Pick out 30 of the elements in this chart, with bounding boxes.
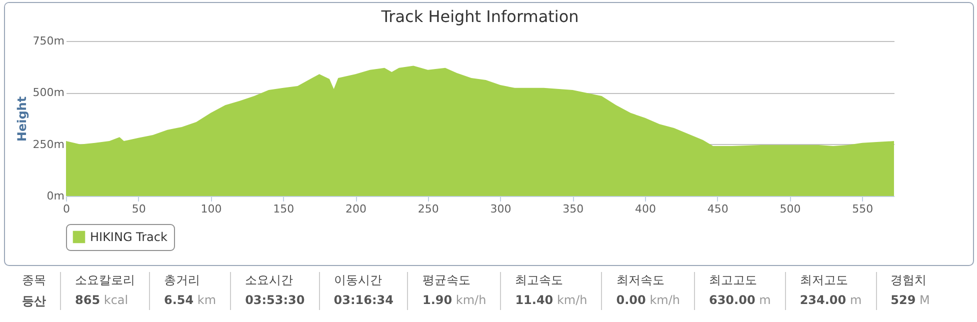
x-tick-label: 550 xyxy=(852,202,874,216)
x-tick-label: 150 xyxy=(273,202,294,216)
text: 최고고도 630.00 m xyxy=(708,272,771,307)
text: 소요시간 03:53:30 xyxy=(245,272,305,307)
text: 최저속도 0.00 km/h xyxy=(616,272,680,307)
x-tick-label: 200 xyxy=(346,202,367,216)
y-tick-label: 0m xyxy=(46,190,64,202)
text: 종목 등산 xyxy=(22,272,46,310)
x-tick-label: 250 xyxy=(418,202,439,216)
x-tick-label: 400 xyxy=(635,202,656,216)
text: 소요칼로리 865 kcal xyxy=(75,272,135,307)
text: 평균속도 1.90 km/h xyxy=(422,272,486,307)
x-tick-label: 50 xyxy=(132,202,146,216)
y-axis-title: Height xyxy=(14,96,29,142)
x-tick-label: 100 xyxy=(200,202,222,216)
legend-label: HIKING Track xyxy=(90,230,168,244)
y-tick-label: 500m xyxy=(32,86,64,100)
y-tick-label: 750m xyxy=(32,34,64,48)
chart-title: Track Height Information xyxy=(380,7,579,26)
text: 경험치 529 M xyxy=(890,272,930,307)
x-tick-label: 500 xyxy=(780,202,801,216)
text: 이동시간 03:16:34 xyxy=(334,272,394,307)
x-tick-label: 0 xyxy=(63,202,70,216)
x-tick-label: 450 xyxy=(707,202,728,216)
y-tick-label: 250m xyxy=(32,138,64,151)
text: 최저고도 234.00 m xyxy=(800,272,862,307)
x-tick-label: 300 xyxy=(490,202,512,216)
text: 총거리 6.54 km xyxy=(164,272,216,307)
x-tick-label: 350 xyxy=(562,202,584,216)
text: 최고속도 11.40 km/h xyxy=(515,272,588,307)
